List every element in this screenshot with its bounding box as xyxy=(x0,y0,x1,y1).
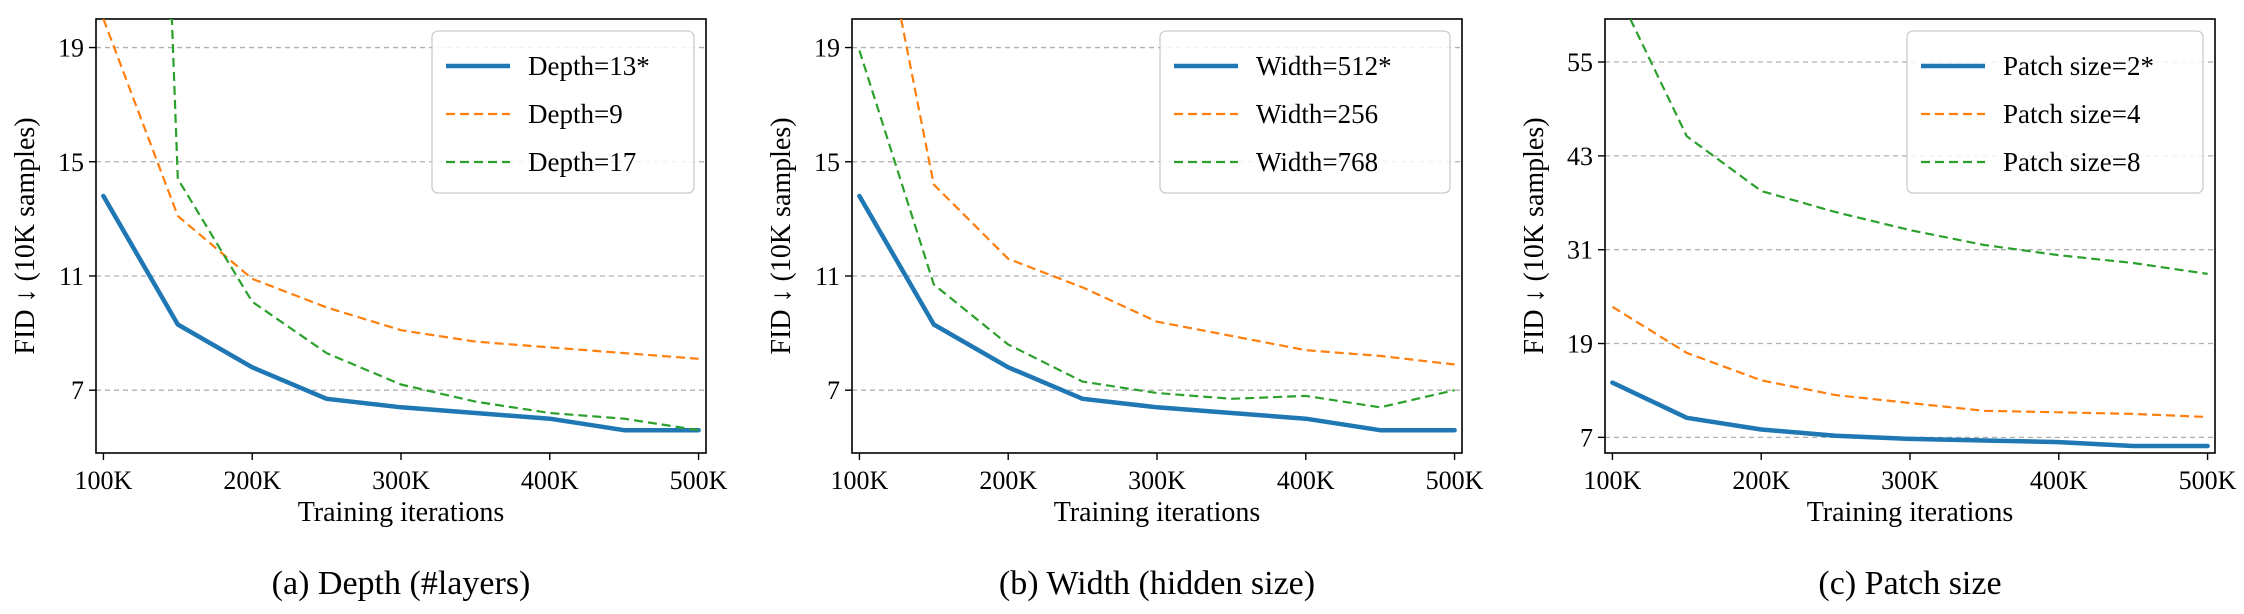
chart-panel-1: 7 11 15 19 100K 200K 300K 400K 500K Training iter… xyxy=(766,18,1484,602)
y-tick-label: 19 xyxy=(814,34,840,63)
x-tick-label: 300K xyxy=(372,466,430,495)
legend-box xyxy=(1906,30,2204,194)
x-axis-label: Training iterations xyxy=(1054,497,1261,528)
y-tick-label: 15 xyxy=(58,148,84,177)
x-tick-label: 100K xyxy=(831,466,889,495)
y-tick-label: 11 xyxy=(815,262,840,291)
series-line-1 xyxy=(1611,305,2208,419)
x-axis-label: Training iterations xyxy=(1807,497,2014,528)
series-group xyxy=(857,19,1457,433)
series-line-2 xyxy=(1629,19,2208,275)
series-line-1 xyxy=(102,19,699,360)
legend-label: Width=768 xyxy=(1256,147,1378,177)
y-tick-label: 19 xyxy=(1567,330,1593,359)
panel-caption: (a) Depth (#layers) xyxy=(272,565,531,602)
x-tick-label: 500K xyxy=(670,466,728,495)
y-tick-label: 7 xyxy=(1580,423,1593,452)
legend: Patch size=2* Patch size=4 Patch size=8 xyxy=(1906,30,2204,194)
legend: Depth=13* Depth=9 Depth=17 xyxy=(431,30,695,194)
legend-label: Depth=13* xyxy=(528,51,650,81)
x-tick-label: 500K xyxy=(2179,466,2237,495)
legend-box xyxy=(431,30,695,194)
x-tick-label: 400K xyxy=(521,466,579,495)
x-tick-label: 100K xyxy=(75,466,133,495)
x-tick-label: 200K xyxy=(1732,466,1790,495)
legend-label: Depth=9 xyxy=(528,99,623,129)
x-tick-label: 500K xyxy=(1426,466,1484,495)
y-tick-label: 11 xyxy=(59,262,84,291)
y-tick-label: 19 xyxy=(58,34,84,63)
y-tick-label: 43 xyxy=(1567,142,1593,171)
series-line-0 xyxy=(857,193,1457,433)
y-axis-label: FID ↓ (10K samples) xyxy=(766,117,797,354)
y-axis-label: FID ↓ (10K samples) xyxy=(1519,117,1550,354)
legend-label: Width=512* xyxy=(1256,51,1392,81)
x-tick-label: 400K xyxy=(2030,466,2088,495)
legend-label: Patch size=4 xyxy=(2003,99,2141,129)
x-tick-label: 300K xyxy=(1128,466,1186,495)
x-tick-label: 400K xyxy=(1277,466,1335,495)
chart-panel-2: 7 19 31 43 55 100K 200K 300K 400K 500K Training it… xyxy=(1519,18,2237,602)
panel-caption: (b) Width (hidden size) xyxy=(999,565,1315,602)
y-tick-label: 7 xyxy=(71,376,84,405)
y-tick-label: 31 xyxy=(1567,236,1593,265)
y-tick-label: 7 xyxy=(827,376,840,405)
x-tick-label: 300K xyxy=(1881,466,1939,495)
legend-label: Width=256 xyxy=(1256,99,1378,129)
x-tick-label: 200K xyxy=(223,466,281,495)
legend-box xyxy=(1159,30,1451,194)
legend-label: Patch size=2* xyxy=(2003,51,2154,81)
series-group xyxy=(1610,19,2210,449)
legend-label: Patch size=8 xyxy=(2003,147,2140,177)
series-line-1 xyxy=(900,19,1455,366)
legend-label: Depth=17 xyxy=(528,147,636,177)
x-tick-label: 100K xyxy=(1584,466,1642,495)
legend: Width=512* Width=256 Width=768 xyxy=(1159,30,1451,194)
x-tick-label: 200K xyxy=(979,466,1037,495)
y-tick-label: 15 xyxy=(814,148,840,177)
x-axis-label: Training iterations xyxy=(298,497,505,528)
chart-panel-0: 7 11 15 19 100K 200K 300K 400K 500K Training iter… xyxy=(10,18,728,602)
panel-caption: (c) Patch size xyxy=(1818,565,2001,602)
y-axis-label: FID ↓ (10K samples) xyxy=(10,117,41,354)
series-line-2 xyxy=(168,19,699,432)
y-tick-label: 55 xyxy=(1567,48,1593,77)
series-line-0 xyxy=(1610,380,2210,449)
series-group xyxy=(101,19,701,433)
series-line-0 xyxy=(101,193,701,433)
